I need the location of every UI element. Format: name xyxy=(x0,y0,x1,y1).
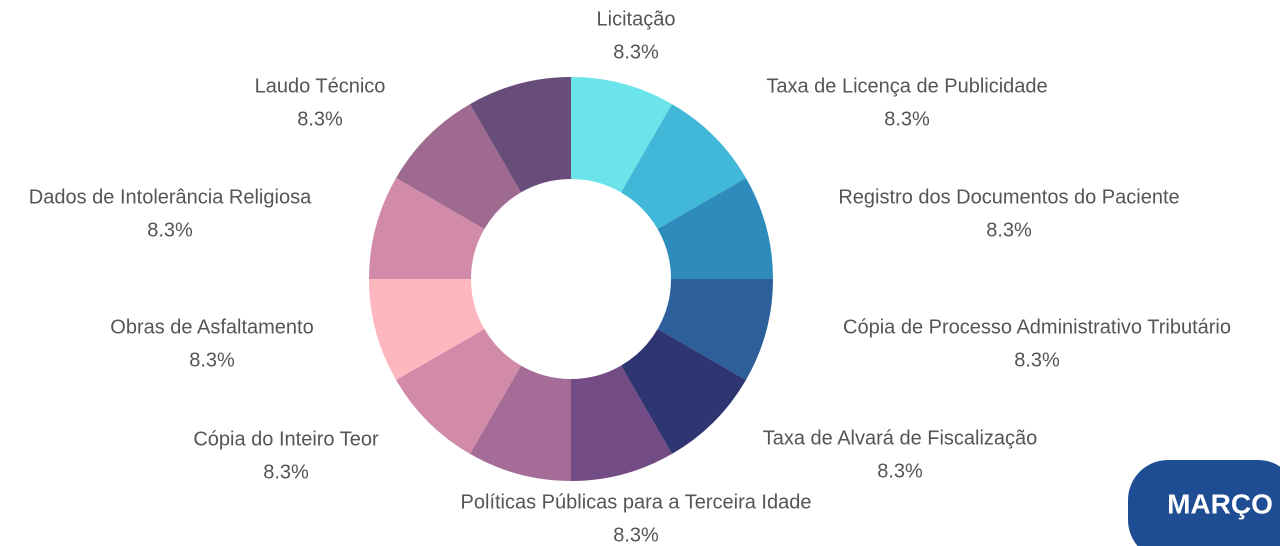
slice-value-label: 8.3% xyxy=(613,41,659,63)
slice-label: Cópia do Inteiro Teor xyxy=(193,428,379,450)
donut-slice xyxy=(396,104,521,229)
donut-slice xyxy=(396,329,521,454)
slice-value-label: 8.3% xyxy=(884,108,930,130)
donut-slice xyxy=(571,365,672,481)
slice-label: Políticas Públicas para a Terceira Idade xyxy=(461,491,812,513)
slice-label: Laudo Técnico xyxy=(255,75,386,97)
slice-label: Registro dos Documentos do Paciente xyxy=(838,186,1179,208)
donut-slice xyxy=(657,279,773,380)
slice-value-label: 8.3% xyxy=(147,219,193,241)
month-button[interactable]: MARÇO xyxy=(1128,460,1280,546)
slice-label: Licitação xyxy=(597,8,676,30)
slice-value-label: 8.3% xyxy=(189,349,235,371)
slice-label: Taxa de Alvará de Fiscalização xyxy=(763,427,1038,449)
donut-slice xyxy=(621,104,746,229)
donut-slice xyxy=(657,178,773,279)
donut-slice xyxy=(470,77,571,193)
slice-label: Taxa de Licença de Publicidade xyxy=(766,75,1047,97)
slice-value-label: 8.3% xyxy=(877,460,923,482)
donut-slice xyxy=(571,77,672,193)
button-label[interactable]: MARÇO xyxy=(1167,488,1273,519)
slice-value-label: 8.3% xyxy=(986,219,1032,241)
slice-label: Obras de Asfaltamento xyxy=(110,316,313,338)
donut-slice xyxy=(621,329,746,454)
donut-slice xyxy=(470,365,571,481)
slice-label: Cópia de Processo Administrativo Tributá… xyxy=(843,316,1231,338)
donut-slice xyxy=(369,178,485,279)
slice-label: Dados de Intolerância Religiosa xyxy=(29,186,312,208)
slice-value-label: 8.3% xyxy=(1014,349,1060,371)
slice-value-label: 8.3% xyxy=(297,108,343,130)
slice-value-label: 8.3% xyxy=(613,524,659,546)
donut: Licitação 8.3% Taxa de Licença de Publicid… xyxy=(29,8,1231,546)
button-background[interactable] xyxy=(1128,460,1280,546)
slice-value-label: 8.3% xyxy=(263,461,309,483)
donut-slice xyxy=(369,279,485,380)
